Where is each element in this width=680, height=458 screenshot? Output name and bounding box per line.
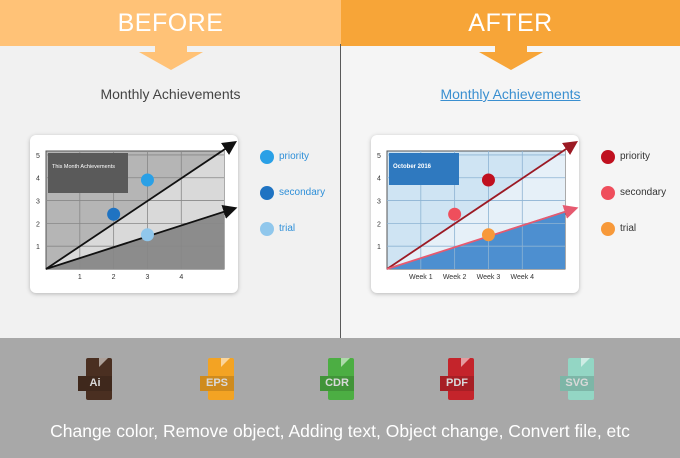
legend-label: priority — [620, 151, 651, 162]
data-point-priority — [140, 173, 154, 187]
before-banner: BEFORE — [0, 0, 341, 46]
x-tick-label: 2 — [112, 274, 116, 281]
after-arrow-stem — [494, 46, 527, 52]
before-chart: This Month Achievements 1 2 3 4 5 1 2 3 4 — [36, 140, 238, 281]
x-tick-label: 4 — [179, 274, 183, 281]
after-banner: AFTER — [341, 0, 680, 46]
file-fold — [341, 358, 350, 367]
legend-dot — [260, 222, 274, 236]
legend-dot — [260, 186, 274, 200]
trend-line-upper — [386, 140, 578, 270]
area-lower — [387, 210, 565, 269]
y-tick-label: 3 — [36, 199, 40, 206]
file-type-label: Ai — [78, 376, 112, 391]
eps-file-icon: EPS — [200, 358, 238, 400]
legend-dot — [601, 150, 615, 164]
panel-divider — [340, 44, 341, 338]
x-tick-label: Week 1 — [409, 274, 433, 281]
file-fold — [99, 358, 108, 367]
x-tick-label: Week 3 — [477, 274, 501, 281]
file-type-label: CDR — [320, 376, 354, 391]
legend-label: priority — [279, 151, 310, 162]
y-tick-label: 1 — [377, 244, 381, 251]
y-tick-label: 4 — [36, 176, 40, 183]
y-tick-label: 4 — [377, 176, 381, 183]
data-point-trial — [481, 228, 495, 242]
y-tick-label: 3 — [377, 199, 381, 206]
file-type-label: SVG — [560, 376, 594, 391]
before-down-arrow-icon — [138, 52, 203, 70]
chart-box-label: This Month Achievements — [52, 164, 115, 170]
file-fold — [221, 358, 230, 367]
trend-line-upper — [45, 140, 237, 270]
chart-box — [48, 153, 128, 193]
legend-dot — [601, 222, 615, 236]
x-tick-label: 3 — [146, 274, 150, 281]
data-point-secondary — [448, 207, 462, 221]
ai-file-icon: Ai — [78, 358, 116, 400]
file-type-label: EPS — [200, 376, 234, 391]
x-tick-label: Week 4 — [510, 274, 534, 281]
file-fold — [581, 358, 590, 367]
data-point-secondary — [107, 207, 121, 221]
legend-label: secondary — [279, 187, 326, 198]
trend-line-lower — [45, 204, 238, 270]
legend-dot — [601, 186, 615, 200]
after-down-arrow-icon — [478, 52, 543, 70]
data-point-trial — [140, 228, 154, 242]
data-point-priority — [481, 173, 495, 187]
legend-dot — [260, 150, 274, 164]
y-tick-label: 2 — [377, 221, 381, 228]
trend-line-lower — [386, 204, 579, 270]
svg-file-icon: SVG — [560, 358, 598, 400]
before-chart-card: This Month Achievements 1 2 3 4 5 1 2 3 4 — [30, 135, 238, 293]
legend-label: trial — [620, 223, 637, 234]
before-chart-title: Monthly Achievements — [100, 86, 241, 102]
before-arrow-stem — [154, 46, 187, 52]
after-chart-title[interactable]: Monthly Achievements — [440, 86, 581, 102]
legend-label: secondary — [620, 187, 667, 198]
after-chart: October 2016 1 2 3 4 5 Week 1 Week 2 Week 3 Week … — [377, 140, 579, 281]
chart-box-label: October 2016 — [393, 164, 432, 170]
after-chart-card: October 2016 1 2 3 4 5 Week 1 Week 2 Week 3 Week … — [371, 135, 579, 293]
y-tick-label: 5 — [377, 153, 381, 160]
chart-box — [389, 153, 459, 185]
x-tick-label: Week 2 — [443, 274, 467, 281]
cdr-file-icon: CDR — [320, 358, 358, 400]
y-tick-label: 1 — [36, 244, 40, 251]
footer-text: Change color, Remove object, Adding text… — [50, 421, 630, 441]
y-tick-label: 2 — [36, 221, 40, 228]
file-fold — [461, 358, 470, 367]
after-panel: AFTER Monthly Achievements October 2016 1… — [341, 0, 680, 338]
before-panel: BEFORE Monthly Achievements This Month A… — [0, 0, 341, 338]
legend-label: trial — [279, 223, 296, 234]
x-tick-label: 1 — [78, 274, 82, 281]
pdf-file-icon: PDF — [440, 358, 478, 400]
bottom-bar: Ai EPS CDR PDF SVG Change color, Remove obje… — [0, 338, 680, 458]
y-tick-label: 5 — [36, 153, 40, 160]
area-lower — [46, 210, 224, 269]
file-type-label: PDF — [440, 376, 474, 391]
